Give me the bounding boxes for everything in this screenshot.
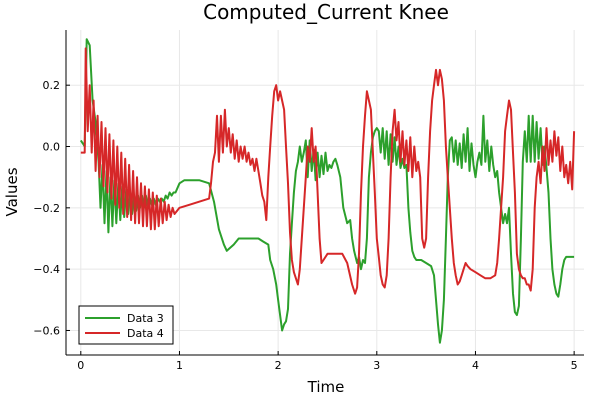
legend-label-data-3: Data 3 <box>127 312 164 325</box>
series-lines <box>79 38 576 344</box>
y-axis-label: Values <box>3 167 21 216</box>
legend-label-data-4: Data 4 <box>127 327 164 340</box>
y-tick-label: −0.4 <box>33 263 60 276</box>
x-tick-label: 5 <box>571 359 578 372</box>
axes <box>65 30 584 356</box>
chart-title: Computed_Current Knee <box>203 0 449 24</box>
x-tick-label: 3 <box>373 359 380 372</box>
x-tick-label: 4 <box>472 359 479 372</box>
y-tick-label: −0.6 <box>33 324 60 337</box>
x-tick-label: 2 <box>275 359 282 372</box>
x-axis-label: Time <box>307 378 345 396</box>
x-tick-label: 1 <box>176 359 183 372</box>
y-ticks: −0.6 −0.4 −0.2 0.0 0.2 <box>33 79 70 337</box>
legend: Data 3 Data 4 <box>78 305 174 345</box>
legend-box <box>78 305 174 345</box>
y-tick-label: 0.0 <box>43 141 61 154</box>
series-line-data-4 <box>80 47 576 295</box>
x-ticks: 0 1 2 3 4 5 <box>77 351 578 372</box>
y-tick-label: 0.2 <box>43 79 61 92</box>
x-tick-label: 0 <box>77 359 84 372</box>
y-tick-label: −0.2 <box>33 202 60 215</box>
